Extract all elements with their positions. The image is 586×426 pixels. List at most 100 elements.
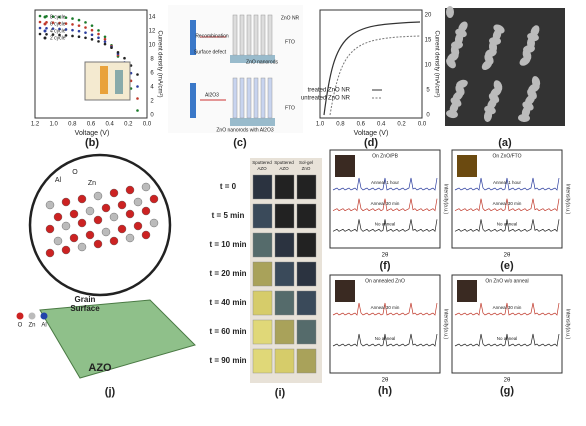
plot-frame bbox=[319, 9, 423, 119]
atom-label: O bbox=[72, 169, 78, 176]
sample-photo bbox=[252, 319, 273, 345]
curve-marker bbox=[71, 34, 74, 38]
sample-photo bbox=[335, 280, 355, 302]
nanorod bbox=[260, 14, 266, 56]
curve-marker bbox=[51, 27, 55, 30]
trace-label: Anneal 1 hour bbox=[493, 180, 522, 185]
y-tick-label: 10 bbox=[425, 63, 432, 69]
y-tick-label: 8 bbox=[150, 57, 154, 63]
atom bbox=[85, 230, 95, 240]
curve-marker bbox=[58, 15, 61, 19]
y-tick-label: 12 bbox=[149, 29, 156, 35]
substrate bbox=[230, 55, 275, 63]
curve-marker bbox=[71, 28, 74, 32]
x-tick-label: 0.6 bbox=[357, 122, 366, 128]
panel-label: (h) bbox=[378, 385, 392, 397]
atom bbox=[61, 197, 71, 207]
curve-marker bbox=[38, 14, 42, 18]
xrd-trace bbox=[332, 333, 438, 347]
atom bbox=[45, 224, 55, 234]
legend-marker bbox=[43, 22, 47, 26]
xrd-trace bbox=[454, 198, 560, 212]
axis-label: Voltage (V) bbox=[354, 130, 389, 137]
axis-label: Intensity(a.u.) bbox=[443, 184, 449, 215]
axis-label: Current density (mA/cm²) bbox=[433, 30, 439, 97]
curve-marker bbox=[45, 27, 48, 30]
slab-label: AZO bbox=[88, 362, 112, 374]
x-tick-label: 0.8 bbox=[68, 122, 77, 128]
column-header: Sputtered bbox=[252, 160, 272, 165]
y-tick-label: 2 bbox=[150, 99, 154, 105]
curve-marker bbox=[136, 109, 139, 112]
schematic-text: ZnO NR bbox=[281, 15, 300, 21]
schematic-text: Recombination bbox=[195, 33, 229, 39]
inset-band bbox=[100, 66, 108, 94]
xrd-trace bbox=[332, 302, 438, 316]
atom bbox=[61, 245, 71, 255]
schematic-text: Al2O3 bbox=[205, 92, 219, 98]
y-tick-label: 0 bbox=[426, 113, 430, 119]
sample-photo bbox=[296, 261, 317, 287]
atom bbox=[101, 203, 111, 213]
column-header: AZO bbox=[257, 166, 267, 171]
xrd-trace bbox=[332, 198, 438, 212]
azo-slab bbox=[39, 299, 196, 379]
legend-entry: untreated ZnO NR bbox=[301, 96, 351, 102]
y-tick-label: 15 bbox=[425, 38, 432, 44]
schematic-text: Surface defect bbox=[194, 49, 227, 55]
panel-label: (j) bbox=[105, 386, 116, 398]
curve-marker bbox=[84, 31, 87, 34]
sample-photo bbox=[296, 174, 317, 200]
xrd-trace bbox=[454, 333, 560, 347]
nanorod-top bbox=[456, 79, 468, 89]
curve bbox=[323, 21, 421, 116]
curve-marker bbox=[136, 85, 139, 88]
curve-marker bbox=[71, 17, 74, 20]
plot-title: On annealed ZnO bbox=[365, 278, 405, 284]
xrd-trace bbox=[332, 219, 438, 233]
atom bbox=[117, 200, 127, 210]
sample-photo bbox=[296, 232, 317, 258]
nanorod bbox=[232, 14, 238, 56]
legend-atom bbox=[40, 312, 48, 320]
nanorod-top bbox=[493, 24, 505, 34]
inset-band bbox=[115, 70, 123, 94]
nanorod-top bbox=[446, 6, 454, 18]
xrd-trace bbox=[454, 219, 560, 233]
atom bbox=[45, 200, 55, 210]
atom bbox=[93, 215, 103, 225]
nanorod bbox=[253, 77, 259, 119]
atom bbox=[125, 185, 135, 195]
curve-marker bbox=[38, 26, 42, 30]
schematic-text: FTO bbox=[285, 39, 295, 45]
sample-photo bbox=[274, 203, 295, 229]
plot-title: On ZnO w/o anneal bbox=[485, 278, 528, 284]
trace-label: Anneal 30 min bbox=[371, 305, 400, 310]
time-label: t = 0 bbox=[220, 182, 237, 191]
curve-marker bbox=[38, 20, 42, 24]
nanorod bbox=[232, 77, 238, 119]
curve-marker bbox=[77, 24, 81, 27]
atom bbox=[53, 212, 63, 222]
schematic-text: ZnO nanorods bbox=[246, 59, 278, 65]
atom bbox=[77, 242, 87, 252]
x-tick-label: 1.0 bbox=[49, 122, 58, 128]
nanorod-top bbox=[530, 25, 540, 37]
trace-label: Anneal 30 min bbox=[493, 201, 522, 206]
curve-marker bbox=[51, 15, 55, 18]
panel-label: (f) bbox=[380, 260, 391, 272]
trace-label: No anneal bbox=[375, 336, 396, 341]
sample-photo bbox=[274, 174, 295, 200]
atom bbox=[125, 209, 135, 219]
legend-marker bbox=[43, 15, 47, 19]
curve-marker bbox=[58, 27, 61, 31]
curve-marker bbox=[97, 32, 100, 36]
panel-label: (d) bbox=[364, 137, 378, 149]
atom bbox=[53, 236, 63, 246]
curve-marker bbox=[103, 40, 107, 43]
axis-label: Intensity(a.u.) bbox=[443, 309, 449, 340]
panel-label: (e) bbox=[500, 260, 514, 272]
legend-marker bbox=[43, 29, 47, 33]
column-header: Sol-gel bbox=[299, 160, 313, 165]
